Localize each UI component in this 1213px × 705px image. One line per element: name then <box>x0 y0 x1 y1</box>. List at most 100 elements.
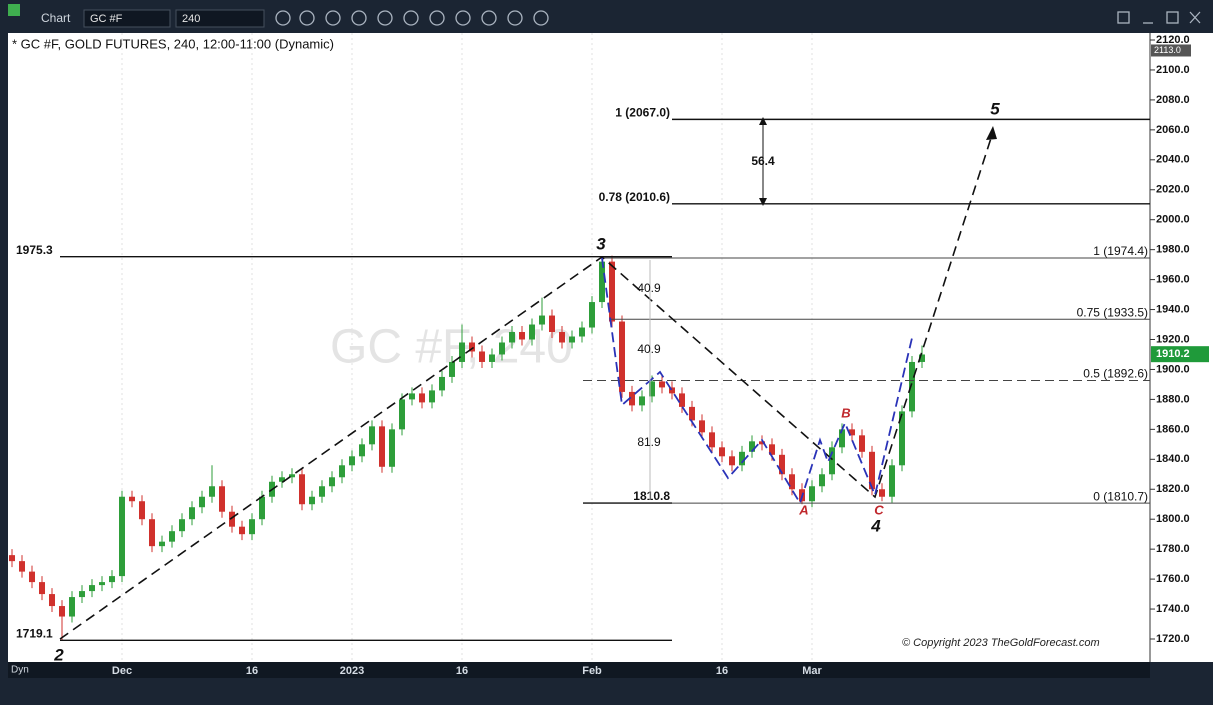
candle-body <box>729 456 735 466</box>
y-tick-label: 2120.0 <box>1156 34 1190 46</box>
y-tick-label: 1900.0 <box>1156 363 1190 375</box>
candle-body <box>869 451 875 490</box>
candle-body <box>19 561 25 572</box>
candle-body <box>219 486 225 512</box>
candle-body <box>879 489 885 497</box>
candle-body <box>539 315 545 325</box>
candle-body <box>779 454 785 475</box>
interval-box[interactable] <box>175 9 265 28</box>
level-label: 1975.3 <box>16 243 53 257</box>
y-tick-label: 1840.0 <box>1156 453 1190 465</box>
candle-body <box>519 332 525 340</box>
symbol[interactable]: GC #F <box>90 13 123 25</box>
candle-body <box>499 342 505 355</box>
candle-body <box>289 474 295 478</box>
candle-body <box>299 474 305 505</box>
y-tick-label: 1740.0 <box>1156 603 1190 615</box>
wave-label: C <box>874 502 884 517</box>
candle-body <box>279 477 285 482</box>
candle-body <box>249 519 255 535</box>
interval[interactable]: 240 <box>182 13 200 25</box>
x-tick-label: Dec <box>112 665 132 677</box>
candle-body <box>469 342 475 352</box>
axis-mode[interactable]: Dyn <box>11 665 29 676</box>
wave-label: 5 <box>990 99 1000 118</box>
candle-body <box>479 351 485 362</box>
candle-body <box>239 526 245 535</box>
candle-body <box>169 531 175 542</box>
measure-label: 81.9 <box>637 435 661 449</box>
x-tick-label: Mar <box>802 665 822 677</box>
candle-body <box>259 496 265 520</box>
y-tick-label: 2020.0 <box>1156 184 1190 196</box>
y-tick-label: 1880.0 <box>1156 393 1190 405</box>
candle-body <box>429 390 435 403</box>
app-icon <box>8 4 20 16</box>
candle-body <box>349 456 355 466</box>
candle-body <box>199 496 205 508</box>
candle-body <box>699 420 705 433</box>
y-tick-label: 2080.0 <box>1156 94 1190 106</box>
candle-body <box>669 387 675 394</box>
wave-overlay <box>59 117 997 640</box>
tool-icons[interactable] <box>275 10 1201 26</box>
candle-body <box>419 393 425 403</box>
candle-body <box>549 315 555 333</box>
candle-body <box>179 519 185 532</box>
candle-body <box>759 441 765 445</box>
candle-body <box>689 406 695 421</box>
candle-body <box>809 486 815 502</box>
y-tick-label: 1760.0 <box>1156 573 1190 585</box>
y-tick-label: 2040.0 <box>1156 154 1190 166</box>
candle-body <box>209 486 215 497</box>
y-tick-label: 2100.0 <box>1156 64 1190 76</box>
level-label: 1 (2067.0) <box>615 106 670 120</box>
candle-body <box>49 594 55 607</box>
level-label: 1 (1974.4) <box>1093 244 1148 258</box>
y-tick-label: 1960.0 <box>1156 274 1190 286</box>
candle-body <box>129 496 135 502</box>
x-tick-label: 2023 <box>340 665 364 677</box>
candle-body <box>79 591 85 598</box>
wave-label: B <box>841 405 850 420</box>
candle-body <box>709 432 715 448</box>
y-tick-label: 1800.0 <box>1156 513 1190 525</box>
y-tick-label: 2000.0 <box>1156 214 1190 226</box>
level-label: 0.5 (1892.6) <box>1083 367 1148 381</box>
candle-body <box>339 465 345 478</box>
measure-label: 56.4 <box>751 154 775 168</box>
candle-body <box>619 321 625 392</box>
wave-label: 2 <box>53 645 64 664</box>
measure-label: 40.9 <box>637 342 661 356</box>
candle-body <box>849 429 855 436</box>
candle-body <box>569 336 575 343</box>
level-label: 0 (1810.7) <box>1093 489 1148 503</box>
candle-body <box>99 582 105 586</box>
candle-body <box>449 361 455 377</box>
x-tick-label: Feb <box>582 665 602 677</box>
measure-label: 40.9 <box>637 281 661 295</box>
candle-body <box>379 426 385 467</box>
y-tick-label: 1860.0 <box>1156 423 1190 435</box>
candle-body <box>719 447 725 457</box>
candle-body <box>309 496 315 505</box>
candle-body <box>609 261 615 322</box>
app-name: Chart <box>41 11 71 25</box>
candle-body <box>919 354 925 362</box>
candle-body <box>819 474 825 487</box>
candle-body <box>739 451 745 466</box>
candle-body <box>319 486 325 497</box>
level-label: 1719.1 <box>16 627 53 641</box>
candle-body <box>369 426 375 445</box>
x-tick-label: 16 <box>246 665 258 677</box>
time-axis <box>8 662 1150 678</box>
candle-body <box>89 585 95 592</box>
candle-body <box>489 354 495 362</box>
candle-body <box>359 444 365 457</box>
symbol-box[interactable] <box>83 9 171 28</box>
top-price-badge <box>1151 44 1191 57</box>
candle-body <box>69 597 75 617</box>
wave-label: A <box>798 502 808 517</box>
